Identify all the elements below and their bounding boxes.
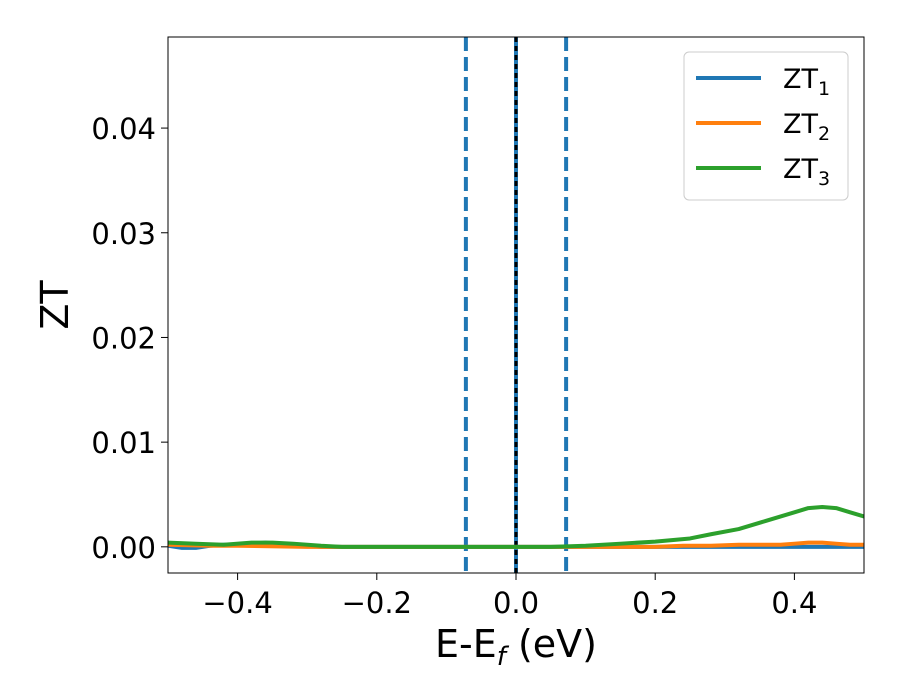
x-axis-ticks: −0.4 −0.2 0.0 0.2 0.4	[202, 573, 817, 620]
y-tick-label: 0.04	[91, 112, 156, 146]
y-axis-ticks: 0.00 0.01 0.02 0.03 0.04	[91, 112, 168, 565]
x-axis-label-unit: (eV)	[506, 622, 597, 666]
x-tick-label: 0.0	[493, 586, 539, 620]
legend-label-zt1: ZT1	[783, 64, 830, 100]
y-axis-label: ZT	[33, 280, 77, 330]
y-tick-label: 0.01	[91, 426, 156, 460]
x-tick-label: 0.2	[632, 586, 678, 620]
series-line-zt3	[168, 505, 864, 549]
x-tick-label: −0.2	[342, 586, 412, 620]
series-lines	[168, 505, 864, 550]
series-line-zt2	[168, 540, 864, 549]
y-tick-label: 0.03	[91, 217, 156, 251]
legend: ZT1 ZT2 ZT3	[683, 51, 849, 201]
vertical-reference-lines	[463, 37, 569, 573]
x-tick-label: −0.4	[202, 586, 272, 620]
y-tick-label: 0.02	[91, 321, 156, 355]
y-tick-label: 0.00	[91, 531, 156, 565]
legend-label-zt3: ZT3	[783, 154, 830, 190]
legend-label-zt2: ZT2	[783, 109, 830, 145]
x-axis-label: E-Ef (eV)	[435, 622, 597, 672]
legend-box	[683, 51, 849, 201]
x-tick-label: 0.4	[771, 586, 817, 620]
